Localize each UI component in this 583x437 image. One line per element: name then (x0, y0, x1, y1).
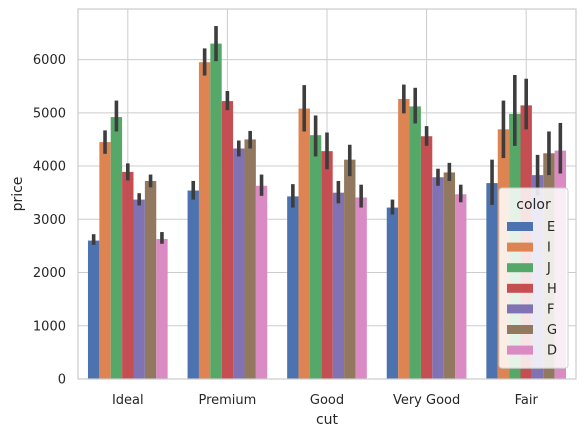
bar (144, 180, 157, 379)
legend-label: D (547, 344, 557, 359)
legend-box (498, 187, 569, 369)
y-axis-label: price (10, 177, 26, 212)
bar (198, 62, 211, 379)
y-tick-label: 6000 (33, 53, 66, 68)
legend-label: E (547, 220, 555, 235)
y-tick-label: 2000 (33, 266, 66, 281)
bar (122, 171, 134, 379)
bar (133, 199, 145, 379)
y-tick-label: 0 (58, 373, 66, 388)
error-bars (91, 26, 563, 245)
legend-label: F (547, 302, 554, 317)
y-tick-label: 3000 (33, 213, 66, 228)
legend-label: G (547, 323, 557, 338)
legend-swatch (507, 222, 533, 231)
bar (309, 135, 322, 379)
legend-label: J (546, 261, 551, 276)
bar (210, 43, 222, 380)
bar (187, 190, 199, 379)
legend-label: H (547, 282, 557, 297)
y-tick-label: 4000 (33, 160, 66, 175)
legend-swatch (507, 263, 533, 273)
bar (486, 183, 498, 379)
bar (332, 192, 345, 379)
legend-swatch (507, 242, 533, 252)
bar (432, 177, 444, 379)
x-tick-label: Ideal (112, 393, 144, 408)
bar (287, 196, 299, 379)
bar (321, 151, 333, 379)
y-tick-label: 1000 (33, 319, 66, 334)
bar (455, 194, 467, 379)
bar (344, 159, 356, 379)
x-tick-label: Very Good (393, 393, 460, 408)
bar (409, 106, 421, 379)
x-tick-label: Premium (198, 393, 256, 408)
x-tick-labels: Ideal Premium Good Very Good Fair (112, 393, 538, 408)
bar (221, 101, 234, 380)
bar (87, 240, 100, 379)
bar (386, 207, 399, 379)
bar (156, 238, 168, 379)
bar (255, 185, 268, 379)
bar (298, 108, 310, 379)
x-axis-label: cut (316, 412, 339, 428)
bar (99, 142, 111, 379)
x-tick-label: Good (310, 393, 344, 408)
legend-swatch (507, 283, 533, 293)
bar (420, 136, 433, 379)
plot-frame (77, 8, 577, 380)
x-tick-label: Fair (515, 393, 539, 408)
y-tick-labels: 0 1000 2000 3000 4000 5000 6000 (33, 53, 66, 387)
legend-swatch (507, 304, 533, 314)
legend-swatch (507, 325, 533, 334)
legend-label: I (547, 241, 551, 256)
bar (233, 148, 245, 379)
y-tick-label: 5000 (33, 106, 66, 121)
legend-title: color (516, 197, 551, 213)
bar (443, 172, 456, 379)
bar (355, 197, 367, 379)
bar (244, 139, 256, 379)
legend-swatch (507, 345, 533, 355)
bar (110, 117, 123, 379)
bar (398, 98, 410, 379)
